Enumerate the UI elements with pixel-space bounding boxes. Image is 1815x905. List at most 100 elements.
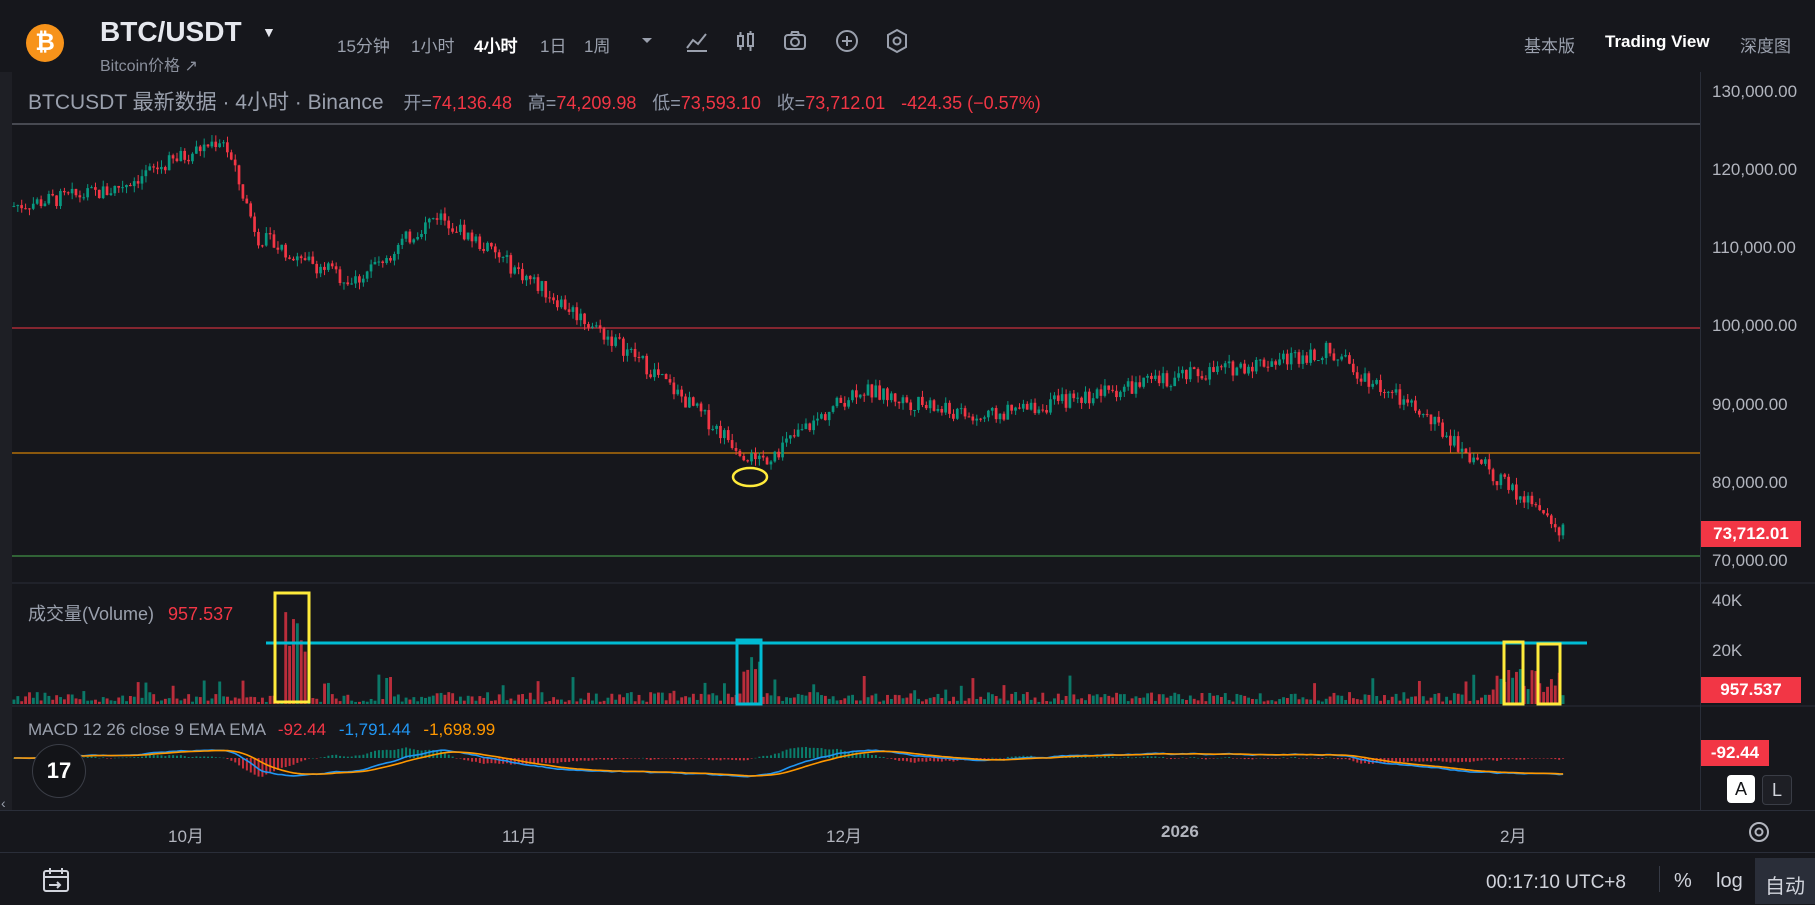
candle-body [249,203,253,217]
candle-body [132,181,136,187]
tab-1h[interactable]: 1小时 [411,37,455,56]
candle-body [1266,366,1270,368]
log-button[interactable]: log [1716,870,1743,892]
macd-histogram-bar [1534,758,1537,759]
macd-histogram-bar [1360,758,1363,764]
volume-bar [1115,692,1119,704]
candle-body [835,397,839,407]
volume-bar [303,651,307,704]
candle-body [882,388,885,400]
macd-histogram-bar [754,757,757,759]
macd-histogram-bar [1096,756,1099,758]
macd-histogram-bar [137,757,140,758]
volume-bar [404,697,408,704]
candle-body [334,266,338,270]
volume-bar [1398,700,1402,704]
macd-histogram-bar [1530,758,1533,759]
volume-bar [1285,698,1289,704]
macd-histogram-bar [688,758,691,760]
macd-histogram-bar [1169,758,1172,760]
candle-body [1138,382,1142,387]
view-basic[interactable]: 基本版 [1524,37,1575,56]
volume-bar [1282,697,1285,704]
volume-bar [451,693,455,704]
macd-histogram-bar [913,758,916,763]
candle-body [1216,366,1219,372]
candle-body [544,281,548,298]
macd-histogram-bar [533,758,536,763]
candle-body [1285,353,1289,365]
macd-histogram-bar [1224,757,1227,758]
candle-body [389,258,392,261]
macd-histogram-bar [1441,758,1444,762]
macd-histogram-bar [1433,758,1436,761]
open-value: 74,136.48 [431,93,512,113]
candle-body [672,382,676,395]
volume-bar [1254,699,1258,704]
candle-body [47,193,51,204]
symbol-dropdown-icon[interactable]: ▼ [262,24,276,40]
macd-histogram-bar [548,758,551,764]
auto-button[interactable]: 自动 [1765,876,1805,898]
timeframe-dropdown-icon[interactable] [634,28,660,54]
candle-body [311,256,315,264]
camera-icon[interactable] [782,28,808,54]
macd-histogram-bar [672,758,675,760]
macd-histogram-bar [1022,755,1025,758]
candle-body [955,408,959,419]
axis-settings-icon[interactable] [1747,820,1771,844]
macd-histogram-bar [707,758,710,760]
macd-histogram-bar [144,755,147,758]
candle-type-icon[interactable] [733,28,759,54]
candle-body [439,213,443,220]
volume-bar [264,701,268,704]
volume-bar [1332,692,1336,704]
left-collapse-strip[interactable] [0,72,12,810]
candle-body [1522,496,1526,503]
macd-histogram-bar [1189,757,1192,758]
volume-bar [513,700,517,704]
candle-body [812,420,815,431]
symbol-subtitle[interactable]: Bitcoin价格 ↗ [100,58,198,75]
macd-histogram-bar [210,756,213,758]
view-depth[interactable]: 深度图 [1740,37,1791,56]
add-icon[interactable] [834,28,860,54]
candle-body [171,155,175,159]
volume-bar [901,698,905,704]
tab-1d[interactable]: 1日 [540,37,567,56]
auto-scale-a-button[interactable]: A [1727,775,1755,803]
volume-bar [455,700,458,704]
symbol-title[interactable]: BTC/USDT [100,16,242,47]
tab-4h[interactable]: 4小时 [474,37,518,56]
volume-bar [610,693,614,704]
macd-histogram-bar [552,758,555,764]
macd-histogram-bar [1239,758,1242,759]
volume-bar [90,700,94,704]
volume-bar [773,679,777,704]
time-axis[interactable] [0,810,1815,851]
macd-histogram-bar [1402,758,1405,762]
date-range-icon[interactable] [40,866,72,894]
volume-bar [567,700,571,704]
volume-bar [917,698,921,704]
candle-body [1534,504,1538,506]
macd-histogram-bar [1166,758,1169,759]
clock-timezone[interactable]: 00:17:10 UTC+8 [1486,872,1626,893]
volume-bar [431,695,435,704]
volume-bar [1080,698,1084,704]
candle-body [1076,397,1079,399]
tab-1w[interactable]: 1周 [584,37,611,56]
volume-bar [1185,700,1188,704]
indicators-icon[interactable] [684,28,710,54]
settings-icon[interactable] [884,28,910,54]
collapse-arrow-icon[interactable]: ‹ [1,795,6,811]
macd-histogram-bar [148,754,151,758]
macd-histogram-bar [1270,758,1273,759]
candle-body [447,220,451,229]
tab-15m[interactable]: 15分钟 [337,37,390,56]
macd-histogram-bar [1542,758,1545,759]
log-scale-l-button[interactable]: L [1762,775,1792,805]
candle-body [1235,367,1239,376]
percent-button[interactable]: % [1674,870,1692,892]
view-tradingview[interactable]: Trading View [1605,32,1710,51]
